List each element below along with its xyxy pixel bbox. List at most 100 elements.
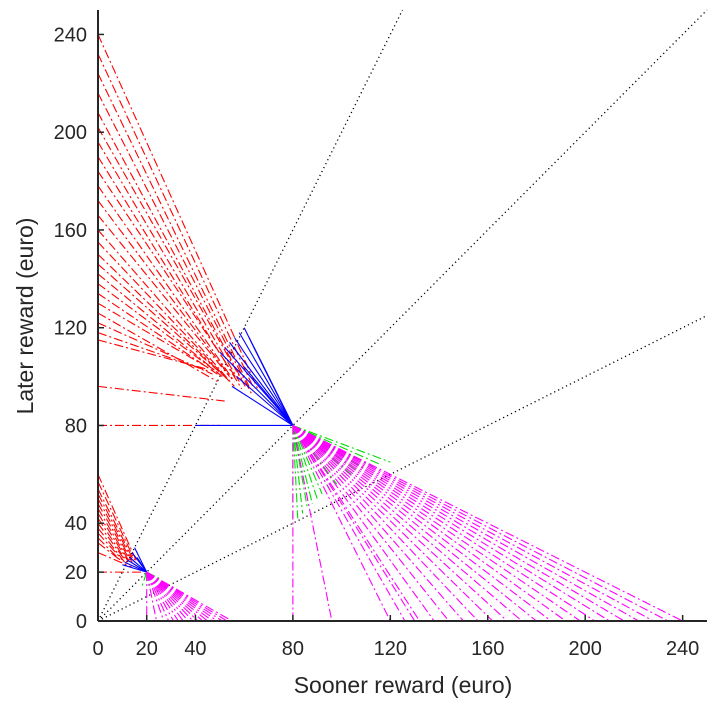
y-tick-label: 160 [54, 220, 87, 242]
x-tick-label: 120 [374, 638, 407, 660]
series-0-segment-5 [97, 127, 248, 390]
series-7-segment-16 [146, 571, 233, 622]
series-7-segment-4 [146, 571, 174, 622]
y-tick-label: 200 [54, 122, 87, 144]
series-3-segment-10 [292, 425, 508, 622]
series-3-segment-3 [292, 425, 406, 622]
series-7-segment-8 [146, 571, 194, 622]
series-0-segment-8 [97, 170, 238, 380]
series-5-segment-2 [129, 557, 148, 573]
series-7-segment-9 [146, 571, 199, 622]
series-0-segment-6 [97, 141, 240, 382]
series-4-segment-5 [97, 503, 131, 561]
series-7-segment-14 [146, 571, 223, 622]
series-7-segment-13 [146, 571, 218, 622]
series-0-segment-10 [97, 200, 233, 380]
x-tick-label: 200 [569, 638, 602, 660]
series-2-segment-3 [292, 425, 309, 509]
series-3-segment-4 [292, 425, 421, 622]
series-1-segment-11 [236, 376, 294, 426]
reference-line-2 [97, 314, 708, 622]
ticks: 0 20 40 80 120 160 200 240 0 20 40 80 120 160 200 240 [54, 24, 700, 660]
x-axis-title: Sooner reward (euro) [294, 672, 513, 698]
x-tick-label: 40 [184, 638, 206, 660]
series-3-segment-5 [292, 425, 435, 622]
series-1-segment-10 [243, 366, 294, 426]
series-6-segment-4 [141, 571, 148, 587]
series-4-segment-11 [97, 532, 123, 561]
series-3-segment-6 [292, 425, 450, 622]
series-3-segment-16 [292, 425, 596, 622]
series-0-segment-19 [97, 302, 216, 373]
series-3-segment-2 [292, 425, 391, 622]
series-0-segment-13 [97, 241, 230, 382]
series-7-segment-15 [146, 571, 228, 622]
series-4-segment-14 [97, 552, 133, 568]
series-0-segment-1 [97, 53, 255, 390]
series-2-segment-6 [292, 425, 323, 495]
series-2-segment-2 [292, 425, 304, 514]
series-5-segment-6 [136, 557, 148, 573]
series-3-segment-19 [292, 425, 640, 622]
axes [97, 10, 707, 622]
series-4-segment-4 [97, 498, 133, 563]
series-0-segment-4 [97, 112, 245, 385]
series-1-segment-6 [219, 351, 294, 426]
series-4-segment-9 [97, 522, 126, 561]
y-tick-label: 80 [65, 415, 87, 437]
y-axis-title: Later reward (euro) [12, 218, 38, 415]
series-4-segment-8 [97, 518, 128, 563]
y-tick-label: 240 [54, 24, 87, 46]
series-5-segment-5 [122, 564, 147, 573]
series-3-segment-13 [292, 425, 552, 622]
series-2-segment-4 [292, 425, 313, 504]
series-3-segment-21 [292, 424, 669, 622]
series-3-segment-15 [292, 425, 581, 622]
series-5-segment-0 [134, 547, 148, 573]
series-7-segment-1 [146, 572, 158, 622]
x-tick-label: 160 [471, 638, 504, 660]
series-1-segment-2 [238, 332, 294, 426]
series-2-segment-5 [292, 425, 318, 499]
series-7-segment-2 [146, 571, 165, 622]
series-3-segment-22 [292, 424, 683, 622]
series-1-segment-13 [263, 366, 294, 426]
series-3-segment-14 [292, 425, 567, 622]
reference-line-1 [97, 9, 708, 622]
series-4-segment-10 [97, 527, 126, 563]
series-4-segment-0 [97, 474, 138, 563]
x-tick-label: 0 [92, 638, 103, 660]
series-0-segment-15 [97, 263, 226, 378]
y-tick-label: 20 [65, 562, 87, 584]
x-tick-label: 240 [666, 638, 699, 660]
series-3-segment-12 [292, 425, 537, 622]
series-0-segment-20 [97, 312, 218, 382]
series-3-segment-17 [292, 425, 610, 622]
series-0-segment-7 [97, 156, 243, 390]
series-4-segment-3 [97, 493, 133, 561]
y-tick-label: 0 [76, 611, 87, 633]
x-tick-label: 20 [136, 638, 158, 660]
series-3-segment-20 [292, 424, 654, 622]
y-tick-label: 40 [65, 513, 87, 535]
series-0-segment-9 [97, 185, 235, 382]
series-0-segment-14 [97, 254, 228, 380]
series-2-segment-1 [292, 425, 299, 519]
series-1-segment-12 [231, 385, 294, 426]
series-3-segment-9 [292, 425, 494, 622]
series-3-segment-7 [292, 425, 464, 622]
series-2-segment-15 [292, 424, 391, 463]
y-tick-label: 120 [54, 318, 87, 340]
series-4-segment-13 [97, 542, 121, 561]
series-3-segment-18 [292, 425, 625, 622]
series-0-segment-22 [97, 332, 211, 373]
series-0-segment-2 [97, 73, 250, 387]
series-0-segment-24 [97, 385, 225, 402]
series-4-segment-2 [97, 488, 136, 563]
series-7-segment-7 [146, 571, 189, 622]
series-2-segment-14 [292, 424, 381, 466]
x-tick-label: 80 [282, 638, 304, 660]
series-0-segment-11 [97, 214, 230, 377]
series-1-segment-4 [229, 342, 294, 426]
